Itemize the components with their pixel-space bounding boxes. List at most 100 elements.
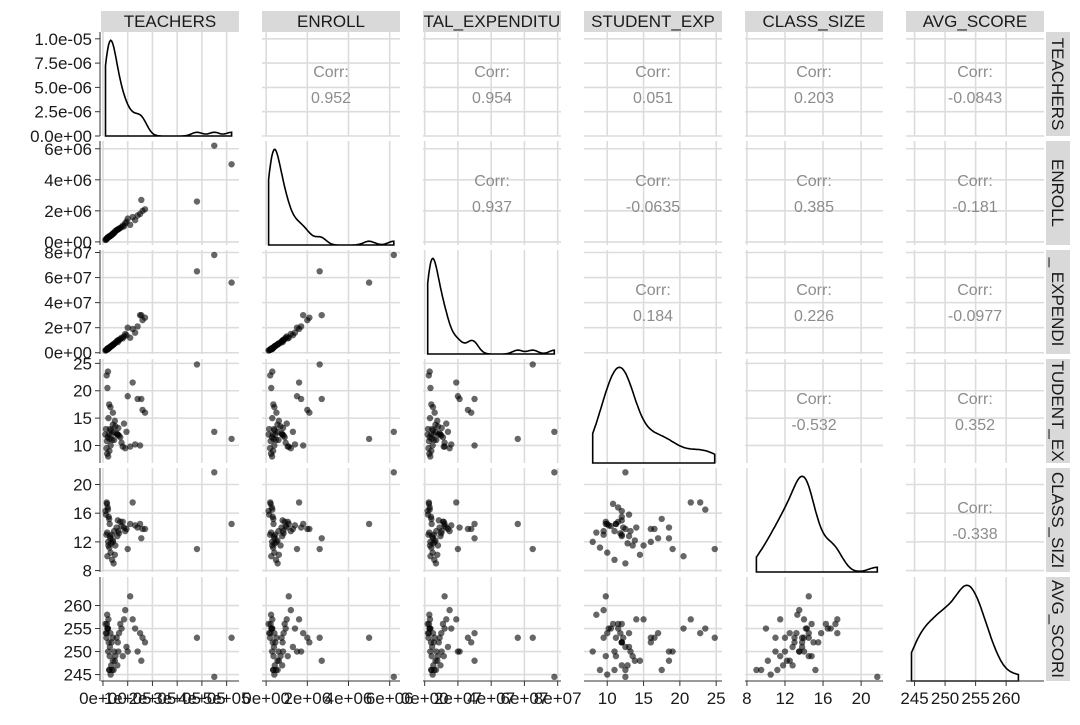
column-strip <box>584 11 722 32</box>
corr-value: -0.532 <box>791 417 836 434</box>
scatter-point <box>454 545 462 553</box>
x-tick-label: 20 <box>852 689 871 708</box>
scatter-point <box>464 525 472 533</box>
scatter-point <box>193 268 201 275</box>
scatter-point <box>426 611 433 618</box>
scatter-point <box>633 524 640 531</box>
scatter-point <box>817 629 825 637</box>
row-strip-clip: _ EXPENDI <box>1048 257 1067 347</box>
scatter-point <box>129 616 136 623</box>
scatter-point <box>267 611 275 618</box>
y-tick-label: 1.0e-05 <box>34 30 92 49</box>
scatter-point <box>105 414 112 422</box>
scatter-point <box>767 671 774 678</box>
scatter-point <box>800 648 808 655</box>
scatter-point <box>284 518 291 525</box>
scatter-point <box>627 527 634 535</box>
y-tick-label: 16 <box>73 504 92 523</box>
column-strip <box>262 11 400 32</box>
scatter-point <box>119 222 126 229</box>
scatter-point <box>139 207 146 215</box>
scatter-point <box>600 606 607 614</box>
corr-label: Corr: <box>796 391 832 408</box>
scatter-point <box>428 520 435 528</box>
scatter-point <box>104 538 112 546</box>
scatter-point <box>284 652 291 660</box>
x-tick-label: 6e+07 <box>501 689 549 708</box>
scatter-point <box>702 506 709 513</box>
scatter-point <box>293 545 301 553</box>
scatter-point <box>665 524 673 531</box>
scatter-point <box>618 513 625 520</box>
scatter-point <box>111 551 119 558</box>
scatter-point <box>299 311 307 319</box>
scatter-point <box>108 436 116 444</box>
scatter-point <box>620 524 627 531</box>
scatter-point <box>596 544 604 551</box>
scatter-point <box>124 545 131 553</box>
scatter-point <box>772 634 779 641</box>
scatter-point <box>669 545 676 553</box>
scatter-point <box>299 629 307 637</box>
x-tick-label: 260 <box>992 689 1020 708</box>
scatter-point <box>119 518 126 525</box>
scatter-point <box>772 648 779 655</box>
scatter-point <box>604 671 611 678</box>
scatter-point <box>680 553 687 560</box>
scatter-point <box>114 662 121 669</box>
row-strip <box>1046 141 1070 245</box>
scatter-point <box>102 620 109 628</box>
scatter-point <box>102 431 109 438</box>
scatter-point <box>138 196 145 204</box>
scatter-point <box>428 544 435 551</box>
density-curve <box>755 475 879 573</box>
scatter-point <box>106 447 113 455</box>
scatter-point <box>268 453 276 460</box>
scatter-point <box>711 634 718 641</box>
x-tick-label: 250 <box>931 689 959 708</box>
column-strip-clip: TAL_EXPENDITU <box>424 12 561 31</box>
scatter-point <box>596 666 604 674</box>
scatter-point <box>424 425 432 433</box>
scatter-point <box>805 634 812 641</box>
scatter-point <box>265 347 272 354</box>
y-tick-label: 6e+06 <box>44 140 92 159</box>
row-strip-label: _ EXPENDI <box>1048 257 1067 347</box>
scatter-point <box>278 431 286 438</box>
scatter-point <box>102 629 110 637</box>
y-tick-label: 2e+07 <box>44 319 92 338</box>
column-strip-label: STUDENT_EXP <box>591 12 715 31</box>
scatter-point <box>757 666 765 674</box>
scatter-point <box>791 634 798 641</box>
scatter-point <box>115 424 122 432</box>
column-strip <box>101 11 239 32</box>
scatter-point <box>514 634 521 641</box>
scatter-point <box>134 212 141 219</box>
scatter-point <box>625 511 633 518</box>
scatter-point <box>129 499 136 506</box>
scatter-point <box>426 529 433 536</box>
scatter-point <box>697 499 704 506</box>
density-curve <box>910 584 1020 682</box>
scatter-point <box>267 500 274 508</box>
scatter-point <box>827 625 834 632</box>
scatter-point <box>764 657 772 664</box>
scatter-point <box>129 213 136 221</box>
scatter-point <box>304 316 311 324</box>
scatter-point <box>279 424 287 432</box>
scatter-point <box>289 643 297 651</box>
column-strip-label: ENROLL <box>297 12 365 31</box>
scatter-point <box>120 616 128 623</box>
scatter-point <box>425 500 433 508</box>
column-strip <box>745 11 883 32</box>
x-tick-label: 8 <box>742 689 751 708</box>
scatter-point <box>124 393 131 400</box>
scatter-point <box>228 279 235 286</box>
x-tick-label: 255 <box>961 689 989 708</box>
scatter-point <box>193 361 201 368</box>
scatter-point <box>274 560 281 567</box>
scatter-point <box>438 527 445 535</box>
scatter-point <box>318 395 325 403</box>
scatter-point <box>602 518 609 525</box>
x-tick-label: 10 <box>598 689 617 708</box>
